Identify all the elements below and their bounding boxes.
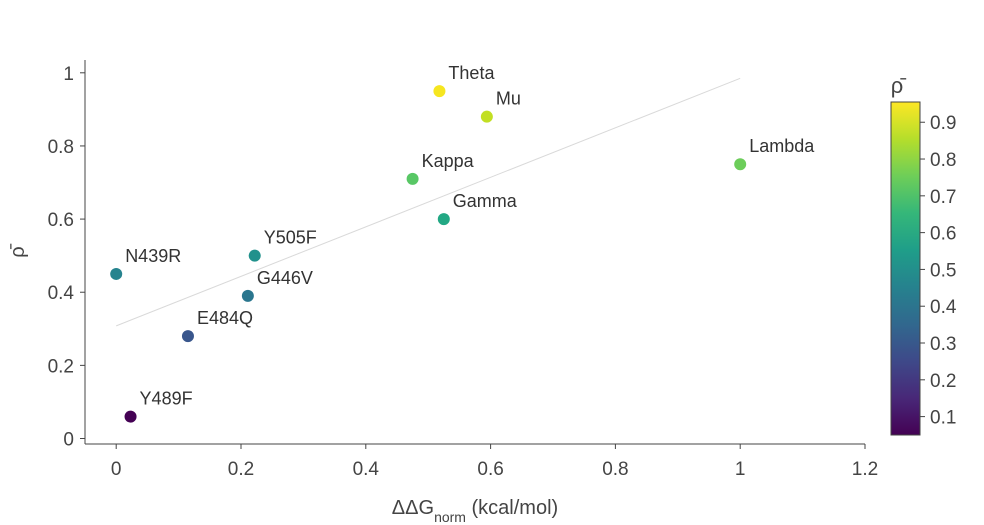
data-point — [181, 330, 194, 343]
x-tick-label: 0.8 — [602, 459, 628, 480]
point-label: Gamma — [453, 191, 518, 211]
trend-line — [116, 77, 741, 327]
colorbar-tick-label: 0.9 — [930, 113, 956, 134]
data-point — [433, 85, 446, 98]
colorbar-tick-label: 0.6 — [930, 224, 956, 245]
point-label: Y489F — [140, 389, 193, 409]
data-point — [734, 158, 747, 171]
point-label: Kappa — [422, 151, 475, 171]
y-axis-title: ρ̄ — [7, 243, 29, 257]
x-tick-label: 0.4 — [353, 459, 380, 480]
y-tick-label: 0.4 — [48, 283, 75, 304]
point-label: Theta — [448, 63, 495, 83]
axes: 0 0.2 0.4 0.6 0.8 1 1.2 0 0.2 0.4 0.6 0.8 1 ΔΔGnorm (… — [7, 60, 878, 525]
x-axis-title-unit: (kcal/mol) — [466, 497, 558, 519]
x-tick-label: 1 — [735, 459, 746, 480]
colorbar-tick-label: 0.1 — [930, 408, 956, 429]
data-point — [406, 172, 419, 185]
x-axis-title-subscript: norm — [434, 509, 466, 525]
y-tick-label: 1 — [63, 64, 74, 85]
colorbar-tick-label: 0.5 — [930, 260, 956, 281]
colorbar-tick-label: 0.8 — [930, 150, 956, 171]
point-label: G446V — [257, 268, 313, 288]
x-axis-title-main: ΔΔG — [392, 497, 434, 519]
y-tick-label: 0.8 — [48, 137, 74, 158]
x-tick-label: 0.6 — [477, 459, 503, 480]
x-tick-label: 0.2 — [228, 459, 254, 480]
point-label: E484Q — [197, 308, 253, 328]
point-label: N439R — [125, 246, 181, 266]
data-point — [241, 289, 254, 302]
colorbar-tick-label: 0.7 — [930, 187, 956, 208]
data-point — [480, 110, 493, 123]
colorbar-tick-label: 0.2 — [930, 371, 956, 392]
colorbar-gradient — [890, 101, 921, 436]
colorbar-title: ρ̄ — [891, 73, 907, 98]
colorbar-tick-label: 0.4 — [930, 297, 957, 318]
point-label: Mu — [496, 89, 521, 109]
x-axis-title: ΔΔGnorm (kcal/mol) — [392, 497, 558, 525]
y-tick-label: 0.6 — [48, 210, 74, 231]
point-label: Y505F — [264, 228, 317, 248]
y-tick-label: 0 — [63, 430, 74, 451]
data-point — [437, 213, 450, 226]
colorbar-tick-label: 0.3 — [930, 334, 956, 355]
data-point — [124, 410, 137, 423]
point-label: Lambda — [749, 136, 815, 156]
x-tick-label: 0 — [111, 459, 122, 480]
data-point — [110, 267, 123, 280]
data-point — [248, 249, 261, 262]
x-tick-label: 1.2 — [852, 459, 878, 480]
y-tick-label: 0.2 — [48, 356, 74, 377]
colorbar: 0.1 0.2 0.3 0.4 0.5 0.6 0.7 0.8 0.9 ρ̄ — [890, 73, 957, 436]
